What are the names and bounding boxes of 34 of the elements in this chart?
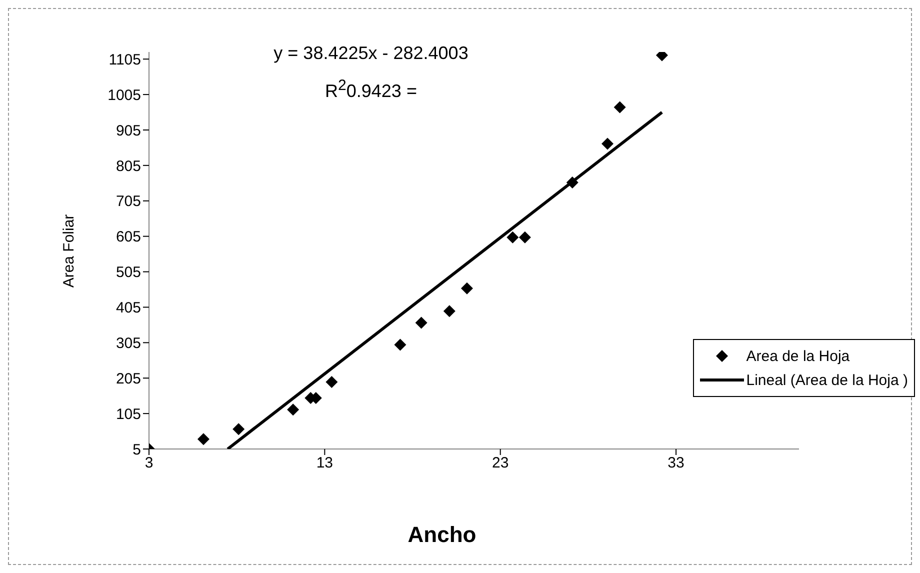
legend-label: Area de la Hoja xyxy=(746,348,850,364)
y-tick-label: 305 xyxy=(116,334,141,352)
y-tick-label: 405 xyxy=(116,300,141,317)
x-tick-label: 23 xyxy=(492,454,509,472)
x-tick-label: 33 xyxy=(668,454,684,472)
y-tick-label: 1005 xyxy=(108,86,141,104)
y-tick-label: 1105 xyxy=(108,51,141,68)
annotation: y = 38.4225x - 282.4003 xyxy=(274,43,468,64)
x-tick-label: 3 xyxy=(144,454,154,472)
y-axis-title: Area Foliar xyxy=(60,214,78,288)
y-tick-label: 505 xyxy=(116,264,141,282)
y-tick-label: 805 xyxy=(116,158,141,175)
annotation: R$^{2}$0.9423 = xyxy=(325,77,417,102)
point xyxy=(506,231,519,244)
point xyxy=(460,282,473,294)
y-tick-label: 205 xyxy=(116,370,141,388)
point xyxy=(415,316,428,329)
point xyxy=(443,305,456,318)
point xyxy=(518,231,531,244)
point xyxy=(197,433,210,446)
point xyxy=(326,376,338,388)
point xyxy=(394,338,406,351)
x-tick-label: 13 xyxy=(316,454,334,472)
y-tick-label: 605 xyxy=(116,228,141,246)
y-tick-label: 705 xyxy=(116,193,141,210)
x-axis-title: Ancho xyxy=(408,522,476,548)
y-tick-label: 5 xyxy=(132,441,141,458)
point xyxy=(602,138,614,150)
y-tick-label: 905 xyxy=(116,122,141,140)
point xyxy=(232,423,245,436)
legend-label: Lineal (Area de la Hoja ) xyxy=(746,372,908,388)
y-tick-label: 105 xyxy=(116,406,141,423)
point xyxy=(287,404,300,416)
point xyxy=(614,101,626,114)
